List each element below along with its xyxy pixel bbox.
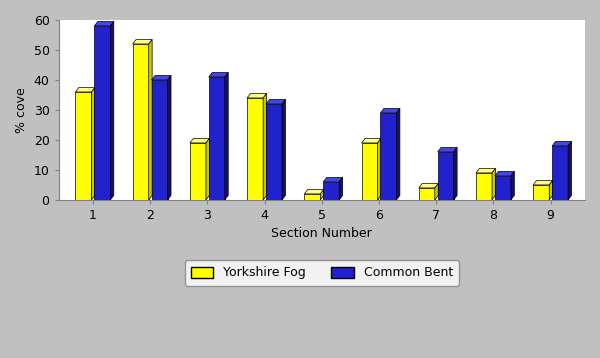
Polygon shape <box>190 139 209 143</box>
Polygon shape <box>133 44 149 200</box>
Polygon shape <box>495 171 514 176</box>
Polygon shape <box>263 93 266 200</box>
Polygon shape <box>190 143 206 200</box>
Polygon shape <box>209 77 225 200</box>
Polygon shape <box>282 100 286 200</box>
Y-axis label: % cove: % cove <box>15 87 28 133</box>
Polygon shape <box>247 93 266 98</box>
Polygon shape <box>495 176 511 200</box>
Polygon shape <box>476 173 492 200</box>
Polygon shape <box>419 183 438 188</box>
Polygon shape <box>533 180 553 185</box>
Polygon shape <box>397 108 400 200</box>
Polygon shape <box>533 185 549 200</box>
Polygon shape <box>133 39 152 44</box>
Polygon shape <box>552 146 568 200</box>
Polygon shape <box>266 100 286 104</box>
Polygon shape <box>304 189 324 194</box>
Polygon shape <box>437 147 457 152</box>
Polygon shape <box>225 72 228 200</box>
Polygon shape <box>339 178 343 200</box>
Legend: Yorkshire Fog, Common Bent: Yorkshire Fog, Common Bent <box>185 260 459 286</box>
Polygon shape <box>552 141 572 146</box>
Polygon shape <box>454 147 457 200</box>
Polygon shape <box>149 39 152 200</box>
Polygon shape <box>209 72 228 77</box>
Polygon shape <box>362 139 381 143</box>
Polygon shape <box>152 76 171 80</box>
Polygon shape <box>435 183 438 200</box>
Polygon shape <box>323 178 343 182</box>
Polygon shape <box>110 21 114 200</box>
Polygon shape <box>91 87 95 200</box>
Polygon shape <box>380 113 397 200</box>
Polygon shape <box>94 21 114 26</box>
Polygon shape <box>380 108 400 113</box>
Polygon shape <box>152 80 167 200</box>
Polygon shape <box>304 194 320 200</box>
Polygon shape <box>323 182 339 200</box>
Polygon shape <box>568 141 572 200</box>
Polygon shape <box>476 168 496 173</box>
Polygon shape <box>167 76 171 200</box>
Polygon shape <box>437 152 454 200</box>
Polygon shape <box>320 189 324 200</box>
Polygon shape <box>76 92 91 200</box>
Polygon shape <box>76 87 95 92</box>
X-axis label: Section Number: Section Number <box>271 227 372 241</box>
Polygon shape <box>362 143 377 200</box>
Polygon shape <box>511 171 514 200</box>
Polygon shape <box>549 180 553 200</box>
Polygon shape <box>492 168 496 200</box>
Polygon shape <box>266 104 282 200</box>
Polygon shape <box>247 98 263 200</box>
Polygon shape <box>377 139 381 200</box>
Polygon shape <box>94 26 110 200</box>
Polygon shape <box>419 188 435 200</box>
Polygon shape <box>206 139 209 200</box>
